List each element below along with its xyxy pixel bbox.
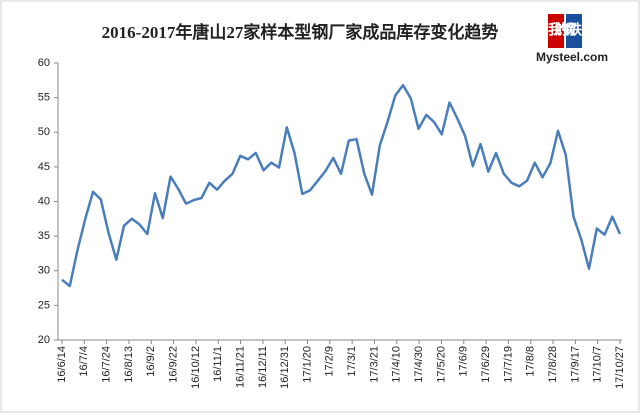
x-tick-label: 16/7/4 [78,346,90,377]
x-tick-label: 17/10/27 [614,346,626,389]
y-tick-label: 40 [38,195,50,207]
x-tick-label: 16/12/11 [257,346,269,388]
y-tick-label: 20 [38,334,50,346]
x-tick-label: 17/4/10 [391,346,403,383]
x-tick-label: 17/3/1 [346,346,358,377]
y-tick-label: 35 [38,230,50,242]
x-tick-label: 16/12/31 [279,346,291,389]
x-tick-label: 17/10/7 [592,346,604,383]
x-tick-label: 17/9/17 [569,346,581,383]
x-tick-label: 17/5/20 [435,346,447,383]
x-tick-label: 16/11/21 [234,346,246,388]
logo-bottom: Mysteel.com [536,50,608,64]
x-tick-label: 16/8/13 [123,346,135,383]
y-tick-label: 55 [38,92,50,104]
x-tick-label: 17/8/8 [525,346,537,377]
x-tick-label: 16/6/14 [56,346,68,383]
x-tick-label: 16/9/2 [145,346,157,377]
y-tick-label: 25 [38,299,50,311]
x-tick-label: 16/7/24 [101,346,113,383]
x-tick-label: 17/6/9 [458,346,470,377]
logo-block [548,14,564,48]
x-tick-label: 16/11/1 [212,346,224,382]
line [61,83,622,288]
x-tick-label: 17/6/29 [480,346,492,383]
y-tick-label: 45 [38,161,50,173]
x-tick-label: 17/1/20 [301,346,313,383]
logo-block [566,14,582,48]
x-tick-label: 16/9/22 [168,346,180,383]
chart-title: 2016-2017年唐山27家样本型钢厂家成品库存变化趋势 [102,22,499,42]
x-tick-label: 17/3/21 [368,346,380,383]
y-tick-label: 60 [38,57,50,69]
y-tick-label: 50 [38,126,50,138]
x-tick-label: 17/8/28 [547,346,559,383]
x-tick-label: 17/4/30 [413,346,425,383]
logo-top: 我的钢铁 [548,22,582,38]
x-tick-label: 17/7/19 [502,346,514,383]
x-tick-label: 17/2/9 [324,346,336,377]
y-tick-label: 30 [38,265,50,277]
x-tick-label: 16/10/12 [190,346,202,389]
